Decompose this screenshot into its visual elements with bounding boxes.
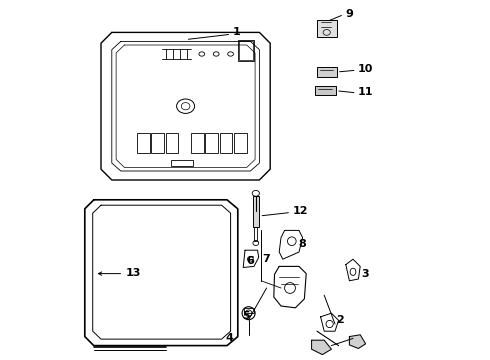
Text: 1: 1 <box>232 27 240 37</box>
Bar <box>137 133 149 153</box>
Bar <box>205 133 218 153</box>
Bar <box>166 133 178 153</box>
Bar <box>239 41 252 60</box>
Bar <box>238 40 254 61</box>
Bar <box>244 308 254 313</box>
Text: 6: 6 <box>246 256 254 266</box>
Polygon shape <box>312 340 331 355</box>
Text: 10: 10 <box>358 64 373 74</box>
Bar <box>254 227 257 241</box>
Text: 4: 4 <box>225 333 233 343</box>
Polygon shape <box>349 335 366 348</box>
Text: 8: 8 <box>298 239 306 249</box>
Bar <box>220 133 232 153</box>
Bar <box>317 20 337 37</box>
Bar <box>253 196 259 227</box>
Bar <box>234 133 247 153</box>
Bar <box>315 86 336 95</box>
Bar <box>151 133 164 153</box>
Text: 2: 2 <box>336 315 344 325</box>
Bar <box>317 67 337 77</box>
Text: 11: 11 <box>358 87 373 97</box>
Text: 12: 12 <box>293 206 308 216</box>
Text: 13: 13 <box>125 267 141 278</box>
Text: 7: 7 <box>262 254 270 264</box>
Bar <box>171 160 193 166</box>
Text: 9: 9 <box>345 9 353 19</box>
Bar <box>191 133 204 153</box>
Text: 3: 3 <box>361 269 368 279</box>
Text: 5: 5 <box>243 311 250 321</box>
